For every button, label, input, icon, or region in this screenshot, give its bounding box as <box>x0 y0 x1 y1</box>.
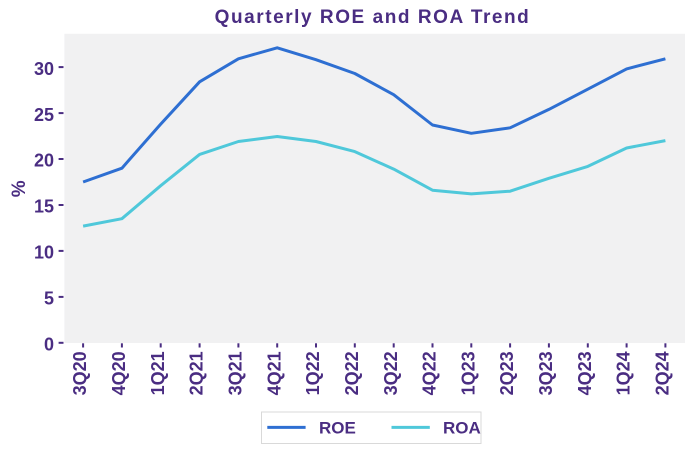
svg-text:ROA: ROA <box>443 419 481 438</box>
svg-text:1Q21: 1Q21 <box>148 351 168 395</box>
svg-text:3Q22: 3Q22 <box>381 351 401 395</box>
svg-text:5: 5 <box>44 289 54 309</box>
svg-text:30: 30 <box>34 59 54 79</box>
svg-text:Quarterly ROE and ROA Trend: Quarterly ROE and ROA Trend <box>215 7 531 28</box>
svg-text:20: 20 <box>34 151 54 171</box>
svg-text:0: 0 <box>44 335 54 355</box>
svg-text:2Q22: 2Q22 <box>342 351 362 395</box>
svg-text:4Q20: 4Q20 <box>109 351 129 395</box>
svg-text:1Q22: 1Q22 <box>303 351 323 395</box>
svg-text:4Q21: 4Q21 <box>264 351 284 395</box>
svg-text:3Q21: 3Q21 <box>226 351 246 395</box>
svg-text:2Q23: 2Q23 <box>497 351 517 395</box>
svg-text:2Q24: 2Q24 <box>653 351 673 395</box>
svg-text:1Q23: 1Q23 <box>458 351 478 395</box>
svg-text:%: % <box>9 180 30 197</box>
svg-text:ROE: ROE <box>319 419 356 438</box>
svg-text:3Q20: 3Q20 <box>70 351 90 395</box>
svg-text:10: 10 <box>34 243 54 263</box>
svg-text:3Q23: 3Q23 <box>536 351 556 395</box>
svg-text:2Q21: 2Q21 <box>187 351 207 395</box>
svg-text:15: 15 <box>34 197 54 217</box>
svg-text:1Q24: 1Q24 <box>614 351 634 395</box>
svg-text:25: 25 <box>34 105 54 125</box>
svg-text:4Q22: 4Q22 <box>420 351 440 395</box>
svg-text:4Q23: 4Q23 <box>575 351 595 395</box>
